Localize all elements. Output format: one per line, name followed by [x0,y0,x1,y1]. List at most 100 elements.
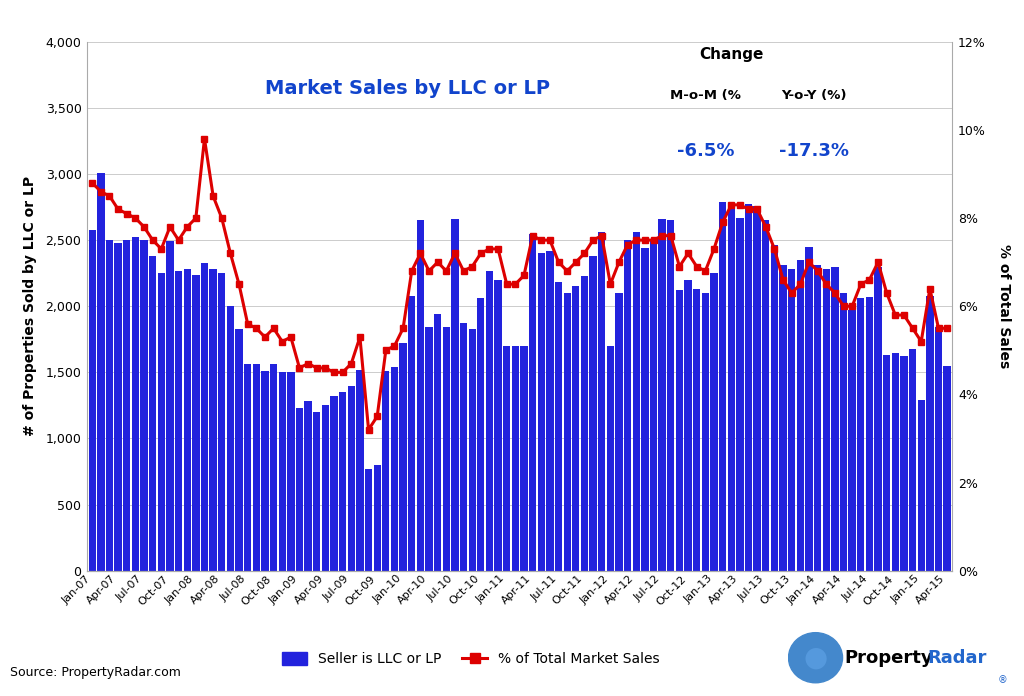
Bar [123,240,130,571]
Bar [546,251,554,571]
Bar [469,329,476,571]
Bar [485,271,494,571]
Bar [339,392,346,571]
Bar [719,202,726,571]
Bar [771,246,778,571]
Y-axis label: % of Total Sales: % of Total Sales [996,244,1011,368]
Bar [563,293,570,571]
Text: ●: ● [804,644,827,672]
Bar [865,297,873,571]
Bar [279,372,286,571]
Y-axis label: # of Properties Sold by LLC or LP: # of Properties Sold by LLC or LP [24,176,37,436]
Bar [606,346,614,571]
Bar [313,412,321,571]
Bar [193,274,200,571]
Bar [874,267,882,571]
Bar [728,203,735,571]
Bar [900,356,907,571]
Bar [615,293,623,571]
Bar [270,365,278,571]
Bar [374,465,381,571]
Bar [926,296,934,571]
Bar [503,346,510,571]
Bar [667,220,675,571]
Bar [226,306,234,571]
Bar [261,371,268,571]
Bar [425,327,433,571]
Text: Property: Property [845,649,934,667]
Bar [140,240,147,571]
Bar [590,256,597,571]
Bar [684,280,692,571]
Bar [512,346,519,571]
Bar [822,269,829,571]
Bar [218,273,225,571]
Bar [676,290,683,571]
Circle shape [788,633,843,683]
Text: M-o-M (%: M-o-M (% [671,89,741,102]
Bar [132,237,139,571]
Bar [253,365,260,571]
Bar [555,283,562,571]
Bar [529,233,537,571]
Bar [210,269,217,571]
Bar [831,267,839,571]
Bar [452,219,459,571]
Bar [88,230,96,571]
Text: Y-o-Y (%): Y-o-Y (%) [781,89,847,102]
Bar [849,310,856,571]
Bar [658,219,666,571]
Bar [304,402,311,571]
Bar [581,276,588,571]
Bar [347,386,355,571]
Bar [244,365,251,571]
Bar [598,232,605,571]
Bar [417,220,424,571]
Text: Radar: Radar [927,649,986,667]
Bar [391,367,398,571]
Bar [296,408,303,571]
Bar [356,370,364,571]
Bar [754,206,761,571]
Bar [909,349,916,571]
Bar [287,372,295,571]
Bar [382,371,389,571]
Bar [650,239,657,571]
Bar [693,289,700,571]
Bar [883,355,890,571]
Bar [115,243,122,571]
Bar [175,271,182,571]
Bar [641,248,648,571]
Bar [150,256,157,571]
Bar [538,253,545,571]
Bar [918,400,925,571]
Bar [236,329,243,571]
Bar [477,299,484,571]
Bar [762,220,769,571]
Bar [744,205,753,571]
Bar [572,287,580,571]
Bar [331,396,338,571]
Bar [711,273,718,571]
Text: -6.5%: -6.5% [677,142,734,160]
Bar [201,262,208,571]
Bar [840,293,847,571]
Bar [442,327,450,571]
Text: Market Sales by LLC or LP: Market Sales by LLC or LP [264,79,550,97]
Bar [943,365,951,571]
Bar [701,293,709,571]
Bar [814,265,821,571]
Bar [434,314,441,571]
Bar [105,240,114,571]
Bar [166,242,174,571]
Bar [520,346,527,571]
Bar [935,327,942,571]
Bar [460,324,467,571]
Bar [797,260,804,571]
Bar [857,299,864,571]
Bar [779,265,786,571]
Bar [788,269,796,571]
Legend: Seller is LLC or LP, % of Total Market Sales: Seller is LLC or LP, % of Total Market S… [276,647,666,672]
Bar [633,232,640,571]
Bar [365,469,373,571]
